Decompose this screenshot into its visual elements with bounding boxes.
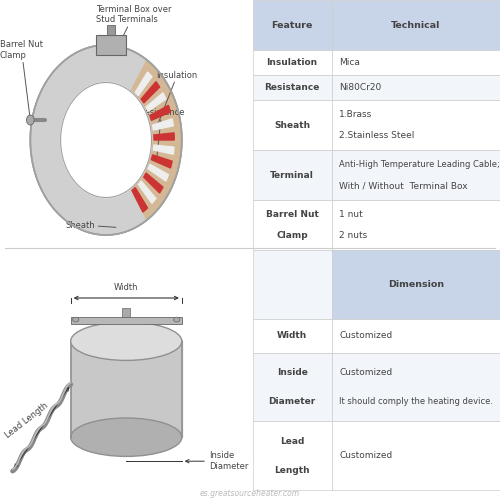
Polygon shape bbox=[70, 341, 182, 437]
Bar bbox=[332, 150, 500, 200]
Bar bbox=[332, 75, 500, 100]
Bar bbox=[96, 35, 126, 55]
Text: Terminal: Terminal bbox=[270, 170, 314, 179]
Polygon shape bbox=[138, 181, 156, 204]
Ellipse shape bbox=[174, 317, 180, 322]
Ellipse shape bbox=[72, 317, 79, 322]
Bar bbox=[332, 100, 500, 150]
Polygon shape bbox=[30, 45, 182, 235]
Text: Width: Width bbox=[114, 283, 138, 292]
Polygon shape bbox=[154, 145, 174, 154]
Ellipse shape bbox=[26, 115, 34, 125]
Text: Width: Width bbox=[277, 331, 307, 340]
Bar bbox=[252, 0, 332, 50]
Text: Resistance: Resistance bbox=[139, 108, 184, 157]
Bar bbox=[252, 75, 332, 100]
Text: 2.Stainless Steel: 2.Stainless Steel bbox=[339, 131, 414, 140]
Ellipse shape bbox=[70, 322, 182, 360]
Polygon shape bbox=[135, 72, 152, 96]
Text: Lead Length: Lead Length bbox=[4, 401, 50, 440]
Polygon shape bbox=[154, 133, 174, 140]
Bar bbox=[108, 25, 115, 35]
Text: Feature: Feature bbox=[272, 20, 313, 30]
Polygon shape bbox=[132, 188, 148, 212]
Polygon shape bbox=[60, 82, 152, 198]
Text: Clamp: Clamp bbox=[276, 231, 308, 240]
Bar bbox=[252, 50, 332, 75]
Text: Length: Length bbox=[274, 466, 310, 475]
Bar bbox=[332, 250, 500, 318]
Polygon shape bbox=[130, 60, 182, 220]
Bar bbox=[252, 100, 332, 150]
Bar bbox=[332, 353, 500, 422]
Text: 2 nuts: 2 nuts bbox=[339, 231, 368, 240]
Bar bbox=[252, 150, 332, 200]
Text: Inside
Diameter: Inside Diameter bbox=[210, 452, 249, 471]
Text: It should comply the heating device.: It should comply the heating device. bbox=[339, 397, 493, 406]
Text: es.greatsourceheater.com: es.greatsourceheater.com bbox=[200, 488, 300, 498]
Text: Insulation: Insulation bbox=[156, 70, 198, 125]
Text: Mica: Mica bbox=[339, 58, 360, 67]
Polygon shape bbox=[150, 106, 171, 120]
Text: Anti-High Temperature Leading Cable;: Anti-High Temperature Leading Cable; bbox=[339, 160, 500, 169]
Text: Lead: Lead bbox=[280, 436, 304, 446]
Text: 1 nut: 1 nut bbox=[339, 210, 363, 219]
Text: 1.Brass: 1.Brass bbox=[339, 110, 372, 119]
Bar bbox=[332, 422, 500, 490]
Text: Inside: Inside bbox=[276, 368, 308, 377]
Text: With / Without  Terminal Box: With / Without Terminal Box bbox=[339, 181, 468, 190]
Bar bbox=[252, 200, 332, 250]
Ellipse shape bbox=[70, 418, 182, 457]
Polygon shape bbox=[144, 173, 163, 193]
Polygon shape bbox=[148, 164, 169, 181]
Bar bbox=[122, 308, 130, 317]
Text: Customized: Customized bbox=[339, 451, 392, 460]
Bar bbox=[332, 318, 500, 353]
Bar bbox=[252, 250, 332, 318]
Text: Terminal Box over
Stud Terminals: Terminal Box over Stud Terminals bbox=[96, 5, 172, 38]
Text: Diameter: Diameter bbox=[268, 397, 316, 406]
Bar bbox=[252, 318, 332, 353]
Bar bbox=[252, 353, 332, 422]
Text: Sheath: Sheath bbox=[274, 120, 310, 130]
Bar bbox=[70, 317, 182, 324]
Polygon shape bbox=[152, 155, 172, 168]
Text: Sheath: Sheath bbox=[66, 220, 116, 230]
Bar bbox=[332, 200, 500, 250]
Text: Dimension: Dimension bbox=[388, 280, 444, 289]
Polygon shape bbox=[146, 93, 166, 111]
Text: Customized: Customized bbox=[339, 368, 392, 377]
Text: Barrel Nut
Clamp: Barrel Nut Clamp bbox=[0, 40, 43, 117]
Polygon shape bbox=[60, 82, 152, 198]
Text: Technical: Technical bbox=[391, 20, 440, 30]
Text: Customized: Customized bbox=[339, 331, 392, 340]
Polygon shape bbox=[141, 82, 160, 103]
Bar bbox=[252, 422, 332, 490]
Polygon shape bbox=[152, 119, 174, 130]
Bar bbox=[332, 0, 500, 50]
Text: Insulation: Insulation bbox=[266, 58, 318, 67]
Bar bbox=[332, 50, 500, 75]
Text: Resistance: Resistance bbox=[264, 83, 320, 92]
Text: Barrel Nut: Barrel Nut bbox=[266, 210, 318, 219]
Text: Ni80Cr20: Ni80Cr20 bbox=[339, 83, 382, 92]
